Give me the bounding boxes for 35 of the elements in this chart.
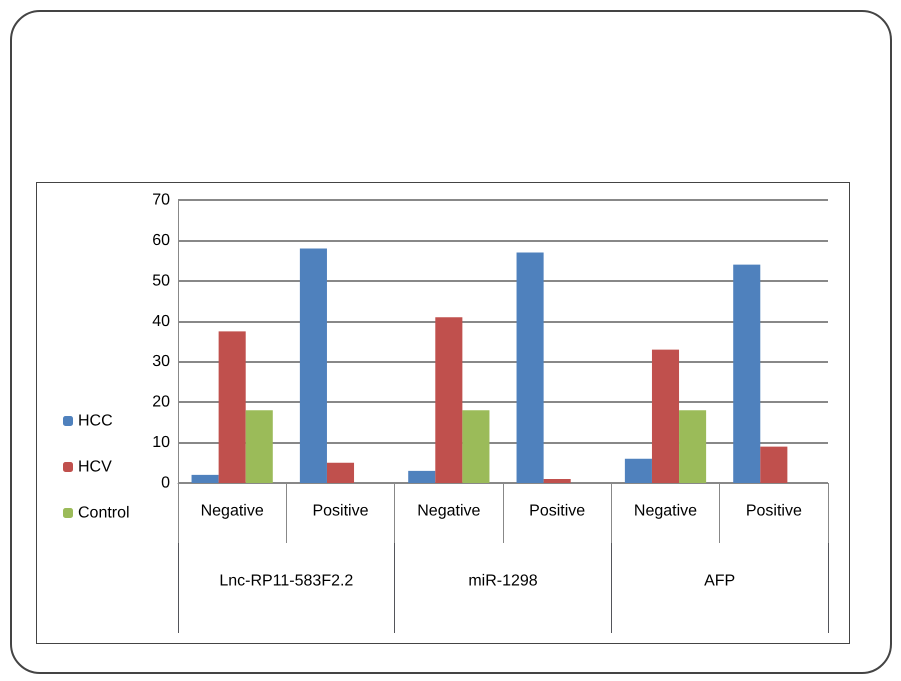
x-tick-label: Negative bbox=[417, 502, 481, 520]
legend-label: Control bbox=[78, 504, 130, 522]
x-tick-label: Negative bbox=[634, 502, 698, 520]
x-tick-label: Negative bbox=[200, 502, 264, 520]
y-tick-label: 60 bbox=[152, 232, 170, 249]
text: Lnc-RP11-583F2.2 bbox=[219, 572, 354, 590]
bar bbox=[544, 478, 571, 483]
legend-label: HCV bbox=[78, 458, 112, 476]
y-tick-label: 50 bbox=[152, 272, 170, 290]
text: miR-1298 bbox=[468, 572, 538, 590]
bar bbox=[516, 252, 544, 483]
bar bbox=[624, 458, 652, 483]
bar bbox=[435, 317, 462, 483]
y-tick-label: 70 bbox=[152, 192, 170, 208]
bar bbox=[326, 462, 354, 483]
text: AFP bbox=[704, 572, 736, 590]
y-tick-label: 30 bbox=[152, 353, 170, 370]
bar bbox=[760, 446, 788, 483]
x-tick-label: Positive bbox=[312, 502, 369, 520]
y-tick-label: 40 bbox=[152, 312, 170, 330]
y-tick-label: 10 bbox=[152, 434, 170, 452]
y-tick-label: 0 bbox=[161, 474, 170, 492]
bar bbox=[246, 410, 273, 483]
bar bbox=[733, 264, 760, 483]
x-tick-label: Positive bbox=[746, 502, 802, 520]
y-tick-label: 20 bbox=[152, 394, 170, 411]
bar bbox=[652, 350, 680, 483]
bar bbox=[679, 410, 706, 483]
bar bbox=[218, 331, 246, 483]
bar bbox=[408, 470, 436, 483]
legend-label: HCC bbox=[78, 412, 113, 430]
x-tick-label: Positive bbox=[529, 502, 586, 520]
bar bbox=[462, 410, 490, 483]
bar bbox=[300, 248, 327, 483]
bar bbox=[192, 474, 219, 483]
